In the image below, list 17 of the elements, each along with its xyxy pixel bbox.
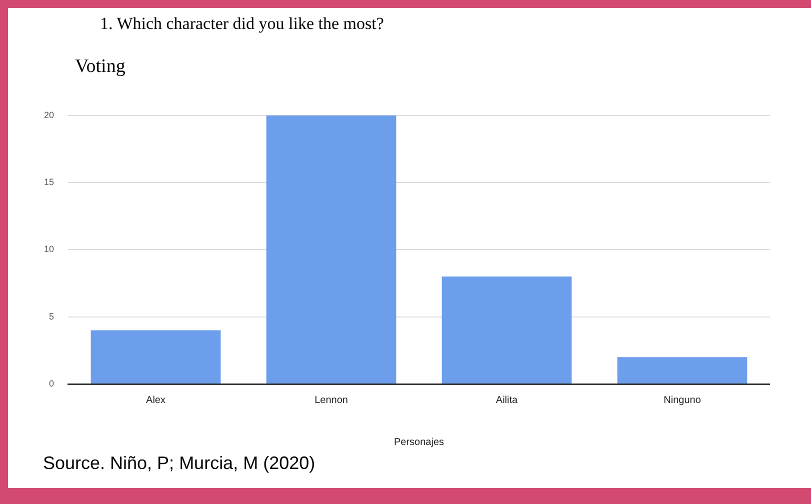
y-tick-label: 20 bbox=[44, 110, 54, 120]
source-note: Source. Niño, P; Murcia, M (2020) bbox=[43, 453, 316, 474]
x-tick-label: Ninguno bbox=[664, 394, 702, 406]
chart-title: 1. Which character did you like the most? bbox=[100, 14, 384, 34]
x-axis-title: Personajes bbox=[394, 436, 444, 448]
x-tick-label: Ailita bbox=[496, 394, 518, 406]
bar bbox=[90, 330, 221, 384]
bar bbox=[266, 115, 396, 384]
y-tick-label: 15 bbox=[44, 177, 54, 188]
bar bbox=[617, 357, 748, 384]
y-tick-label: 10 bbox=[44, 244, 54, 254]
x-tick-label: Alex bbox=[146, 394, 166, 406]
y-tick-label: 0 bbox=[48, 378, 54, 388]
y-tick-label: 5 bbox=[48, 311, 54, 322]
chart-subtitle: Voting bbox=[75, 56, 126, 78]
x-tick-label: Lennon bbox=[314, 394, 348, 406]
bar bbox=[442, 276, 572, 384]
